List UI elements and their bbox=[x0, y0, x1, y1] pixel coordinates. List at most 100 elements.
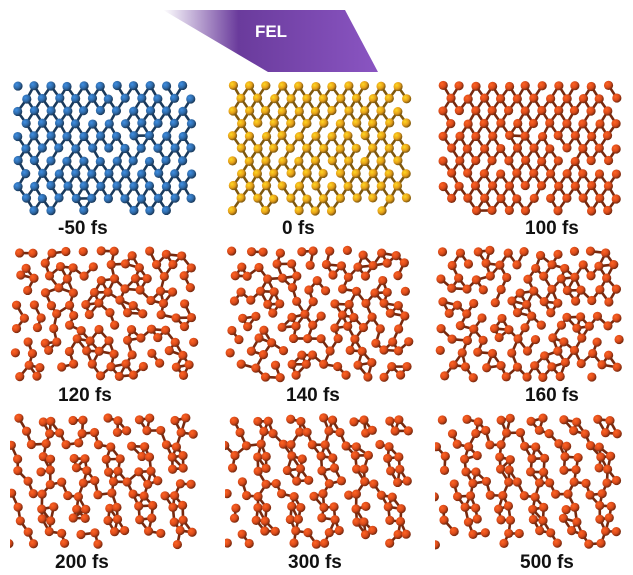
atom bbox=[41, 439, 51, 449]
atom bbox=[36, 467, 46, 477]
atom bbox=[10, 539, 14, 549]
atom bbox=[268, 308, 278, 318]
atom bbox=[244, 81, 255, 91]
atom bbox=[151, 260, 162, 270]
atom bbox=[396, 370, 406, 380]
atom bbox=[270, 526, 280, 536]
atom bbox=[604, 297, 614, 307]
time-label-3: 120 fs bbox=[58, 385, 112, 406]
atom bbox=[258, 350, 269, 360]
atom bbox=[611, 284, 622, 294]
atom bbox=[296, 416, 306, 427]
atom bbox=[44, 526, 54, 537]
atom bbox=[171, 442, 182, 452]
atom bbox=[360, 130, 370, 141]
atom bbox=[318, 168, 328, 179]
atom bbox=[175, 525, 185, 536]
fel-pulse-shape bbox=[163, 10, 378, 72]
atom bbox=[594, 261, 604, 271]
atom bbox=[554, 439, 564, 449]
atom bbox=[122, 308, 133, 318]
atom bbox=[393, 271, 403, 281]
atom bbox=[186, 169, 197, 179]
atom bbox=[336, 261, 347, 271]
atom bbox=[576, 285, 586, 295]
atom bbox=[164, 346, 174, 356]
atom bbox=[46, 206, 56, 216]
atom bbox=[261, 463, 271, 474]
atom bbox=[553, 156, 563, 166]
atom bbox=[327, 181, 337, 191]
atom bbox=[603, 464, 613, 474]
atom bbox=[504, 325, 514, 335]
atom bbox=[560, 452, 570, 462]
atom bbox=[496, 143, 506, 154]
atom bbox=[269, 118, 279, 128]
atom bbox=[558, 513, 569, 523]
atom bbox=[317, 513, 327, 523]
atom bbox=[321, 259, 332, 270]
atom bbox=[10, 440, 16, 450]
atom bbox=[12, 454, 23, 464]
atom bbox=[303, 334, 313, 344]
atom bbox=[351, 442, 361, 452]
atom bbox=[471, 503, 481, 513]
atom bbox=[89, 287, 100, 298]
atom bbox=[480, 144, 490, 154]
atom bbox=[496, 193, 506, 204]
atom bbox=[148, 500, 158, 511]
atom bbox=[128, 300, 138, 311]
atom bbox=[344, 299, 354, 310]
time-label-0: -50 fs bbox=[58, 218, 108, 239]
atom bbox=[569, 426, 579, 436]
atom bbox=[377, 131, 387, 141]
atom bbox=[263, 274, 273, 284]
atom bbox=[570, 81, 580, 91]
atom bbox=[171, 313, 181, 323]
atom bbox=[130, 274, 141, 284]
atom bbox=[178, 180, 188, 191]
atom bbox=[251, 311, 261, 321]
atom bbox=[614, 334, 624, 345]
atom bbox=[515, 288, 525, 298]
atom bbox=[88, 143, 98, 153]
atom bbox=[261, 156, 271, 166]
atom bbox=[531, 263, 541, 274]
atom bbox=[253, 144, 263, 154]
atom bbox=[181, 413, 191, 423]
atom bbox=[377, 206, 387, 216]
atom bbox=[539, 453, 550, 463]
atom bbox=[137, 93, 147, 103]
atom bbox=[584, 539, 594, 549]
atom bbox=[135, 515, 145, 525]
atom bbox=[144, 130, 155, 141]
atom bbox=[537, 105, 547, 116]
atom bbox=[335, 119, 345, 129]
atom bbox=[161, 249, 171, 259]
atom bbox=[289, 538, 299, 548]
atom bbox=[382, 287, 392, 297]
atom bbox=[328, 270, 338, 280]
atom bbox=[23, 337, 33, 347]
atom bbox=[278, 346, 289, 356]
snapshot-panel-0 bbox=[10, 78, 205, 218]
atom bbox=[311, 131, 321, 141]
time-label-4: 140 fs bbox=[286, 385, 340, 406]
atom bbox=[295, 427, 305, 437]
lattice-3 bbox=[10, 246, 199, 382]
atom bbox=[54, 193, 64, 203]
atom bbox=[522, 346, 533, 356]
atom bbox=[595, 119, 605, 129]
atom bbox=[319, 118, 329, 128]
atom bbox=[302, 143, 312, 153]
atom bbox=[79, 156, 89, 166]
atom bbox=[376, 81, 386, 91]
atom bbox=[243, 322, 253, 332]
atom bbox=[505, 455, 515, 465]
atom bbox=[261, 81, 271, 91]
atom bbox=[106, 362, 116, 372]
atom bbox=[319, 359, 329, 369]
atom bbox=[375, 324, 385, 334]
atom bbox=[88, 119, 98, 129]
atom bbox=[127, 441, 137, 451]
